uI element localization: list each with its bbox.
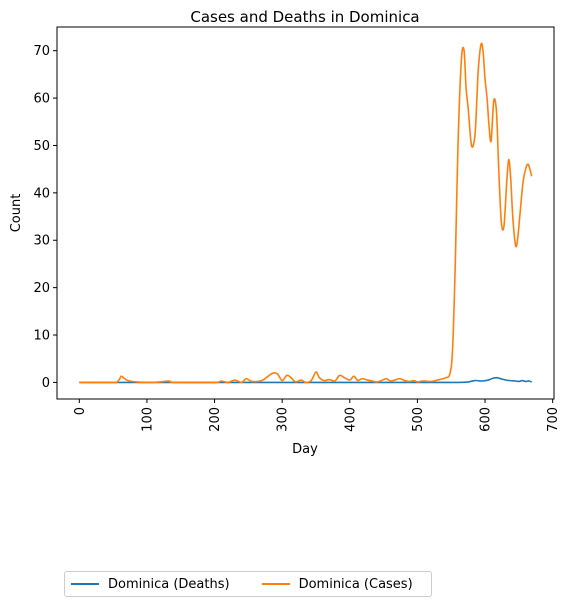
series-line-deaths [79,376,532,384]
legend-item-cases: Dominica (Cases) [256,577,413,592]
plot-area-frame [56,26,555,400]
legend: Dominica (Deaths) Dominica (Cases) [64,571,432,597]
y-axis: 0 10 20 30 40 50 60 70 [33,44,57,391]
x-tick-label: 400 [343,407,358,432]
legend-label-cases: Dominica (Cases) [298,576,413,592]
legend-swatch-deaths [71,583,99,585]
y-axis-label: Count [9,194,24,233]
x-axis-label: Day [292,442,318,457]
legend-item-deaths: Dominica (Deaths) [65,577,230,592]
y-tick-label: 20 [33,281,50,296]
chart-title: Cases and Deaths in Dominica [190,8,419,26]
y-tick-label: 40 [33,186,50,201]
legend-label-deaths: Dominica (Deaths) [108,576,230,592]
y-tick-label: 70 [33,44,50,59]
x-axis: 0 100 200 300 400 500 600 700 [73,399,561,432]
legend-swatch-cases [261,583,290,585]
plot-lines [79,42,533,384]
y-tick-label: 50 [33,139,50,154]
x-tick-label: 300 [276,407,291,432]
x-tick-label: 600 [479,407,494,432]
y-tick-label: 10 [33,329,50,344]
x-tick-label: 100 [140,407,155,432]
x-tick-label: 0 [73,407,88,415]
y-tick-label: 0 [42,376,50,391]
y-tick-label: 30 [33,234,50,249]
series-line-cases [79,42,533,384]
y-tick-label: 60 [33,92,50,107]
x-tick-label: 500 [411,407,426,432]
x-tick-label: 700 [546,407,561,432]
x-tick-label: 200 [208,407,223,432]
